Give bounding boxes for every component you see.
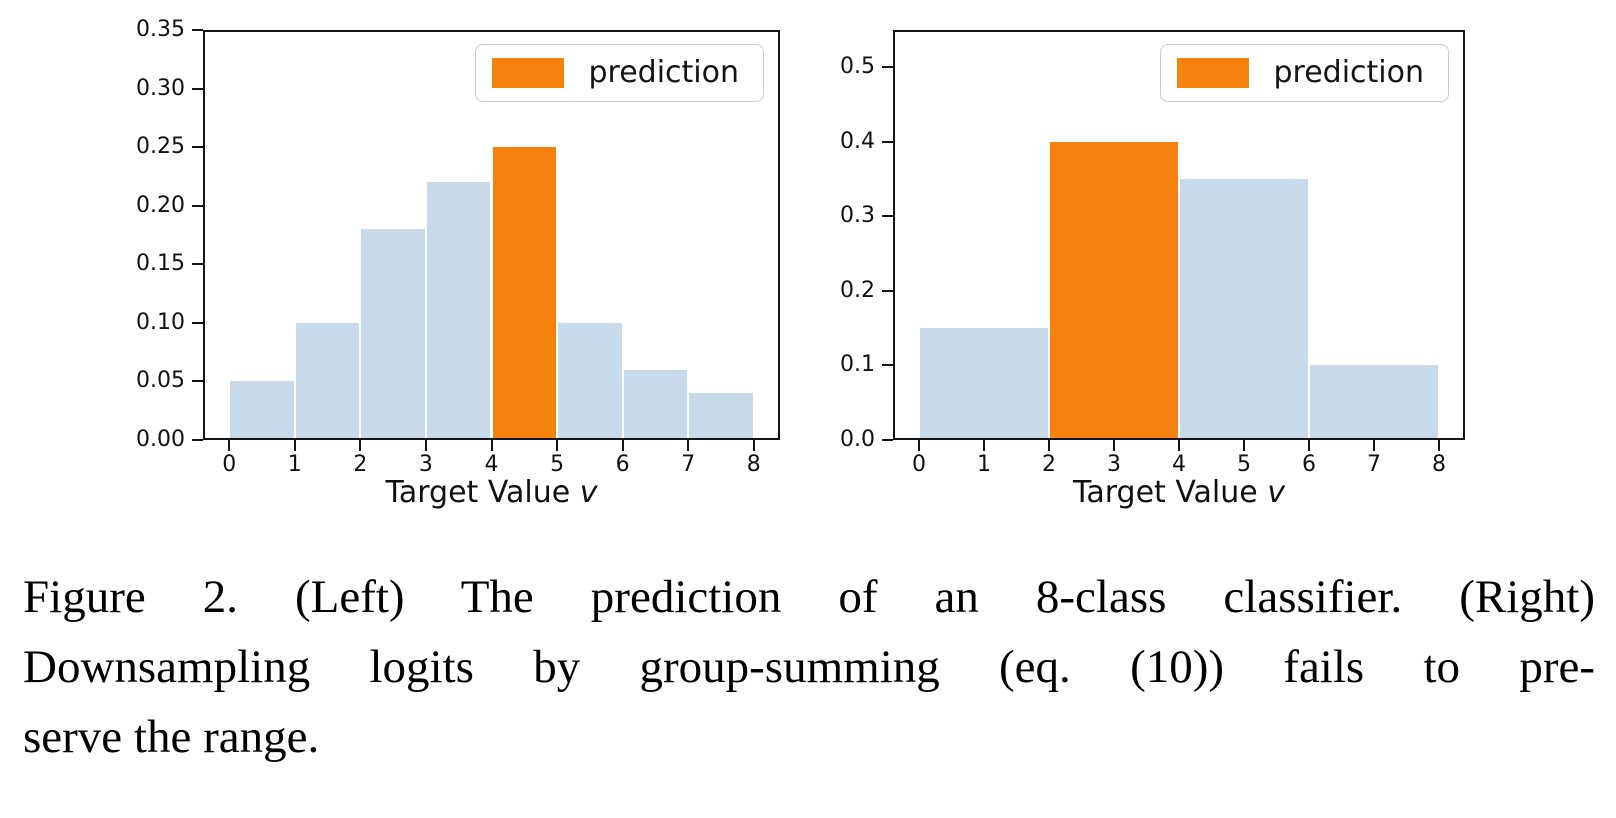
right-chart-plot-area: 0.0 0.1 0.2 0.3 0.4 0.5 0 1 2 3 4 5 6 7 8 prediction T… [840,30,1465,510]
histogram-bar [1049,141,1179,440]
histogram-bar [360,229,426,440]
x-tick-label: 1 [977,452,991,477]
x-tick-label: 2 [1042,452,1056,477]
y-tick-label: 0.1 [840,352,875,378]
x-tick-mark [1113,440,1115,451]
left-chart-ticks-layer: 0.00 0.05 0.10 0.15 0.20 0.25 0.30 0.35 0 1 2 3 4 5 6 7… [136,19,780,476]
x-tick-label: 7 [681,452,696,477]
y-tick-label: 0.25 [136,134,185,160]
y-tick-label: 0.5 [840,54,875,80]
caption-line-1: Figure 2. (Left) The prediction of an 8-… [23,571,1595,623]
x-tick-label: 4 [484,452,499,477]
y-tick-label: 0.2 [840,277,875,303]
figure-caption: Figure 2. (Left) The prediction of an 8-… [23,562,1595,772]
y-tick-label: 0.35 [136,17,185,42]
y-tick-mark [192,87,203,90]
x-tick-label: 8 [1432,452,1446,477]
y-tick-label: 0.3 [840,203,875,229]
left-chart-legend: prediction [475,44,764,102]
right-chart-legend: prediction [1160,44,1449,102]
x-tick-mark [490,440,493,451]
x-tick-mark [752,440,755,451]
x-tick-mark [1243,440,1245,451]
y-tick-label: 0.10 [136,309,185,335]
left-chart-bars-layer [203,30,780,440]
right-chart-x-axis-label: Target Value v [1073,476,1285,510]
right-chart-bars-layer [893,30,1465,440]
y-tick-mark [882,66,893,69]
x-tick-mark [1373,440,1375,451]
y-tick-mark [192,439,203,441]
histogram-bar [688,393,754,440]
caption-line-3: serve the range. [23,711,320,763]
y-tick-mark [192,263,203,266]
right-chart-ticks-layer: 0.0 0.1 0.2 0.3 0.4 0.5 0 1 2 3 4 5 6 7 8 [840,30,1465,476]
histogram-bar [229,381,295,440]
x-tick-label: 6 [615,452,630,477]
x-tick-mark [556,440,559,451]
x-axis-label-text: Target Value [385,475,580,510]
x-tick-label: 0 [222,452,237,477]
histogram-bar [491,147,558,440]
x-tick-label: 1 [287,452,302,477]
x-tick-mark [1178,440,1180,451]
y-tick-mark [882,140,893,143]
y-tick-mark [882,439,893,441]
y-tick-label: 0.30 [136,75,185,101]
x-tick-label: 2 [353,452,368,477]
y-tick-mark [192,321,203,324]
y-tick-mark [192,29,203,31]
x-tick-label: 5 [550,452,565,477]
y-tick-label: 0.05 [136,368,185,394]
x-axis-label-variable: v [1267,475,1286,510]
legend-label: prediction [1273,55,1424,90]
x-tick-label: 4 [1172,452,1186,477]
y-tick-mark [882,215,893,218]
x-tick-mark [228,440,231,451]
x-tick-label: 8 [746,452,761,477]
left-chart-plot-area: 0.00 0.05 0.10 0.15 0.20 0.25 0.30 0.35 0 1 2 3 4 5 6 7… [136,19,780,510]
x-tick-label: 3 [418,452,433,477]
x-tick-mark [359,440,362,451]
x-axis-label-text: Target Value [1072,475,1268,510]
x-tick-label: 6 [1302,452,1316,477]
x-axis-label-variable: v [579,475,598,510]
y-tick-label: 0.00 [136,427,185,452]
y-tick-label: 0.4 [840,128,875,154]
y-tick-mark [192,146,203,149]
x-tick-mark [1438,440,1440,451]
histogram-bar [1309,365,1439,440]
x-tick-mark [621,440,624,451]
y-tick-label: 0.0 [840,427,875,452]
x-tick-label: 3 [1107,452,1121,477]
left-chart-x-axis-label: Target Value v [385,476,597,510]
histogram-bar [919,328,1049,440]
histogram-bar [622,369,689,440]
histogram-bar [294,322,361,440]
legend-label: prediction [588,55,739,90]
x-tick-label: 0 [912,452,926,477]
y-tick-mark [882,364,893,367]
caption-line-2: Downsampling logits by group-summing (eq… [23,641,1595,693]
histogram-bar [425,182,492,440]
x-tick-mark [293,440,296,451]
y-tick-label: 0.20 [136,192,185,218]
legend-swatch-icon [492,58,565,88]
x-tick-mark [424,440,427,451]
x-tick-mark [983,440,985,451]
histogram-bar [1179,179,1309,440]
legend-swatch-icon [1177,58,1250,88]
histogram-bar [557,322,623,440]
x-tick-mark [1308,440,1310,451]
y-tick-label: 0.15 [136,251,185,277]
y-tick-mark [882,289,893,292]
x-tick-mark [687,440,690,451]
x-tick-label: 5 [1237,452,1251,477]
x-tick-mark [918,440,920,451]
y-tick-mark [192,380,203,383]
y-tick-mark [192,204,203,207]
x-tick-mark [1048,440,1050,451]
x-tick-label: 7 [1367,452,1381,477]
